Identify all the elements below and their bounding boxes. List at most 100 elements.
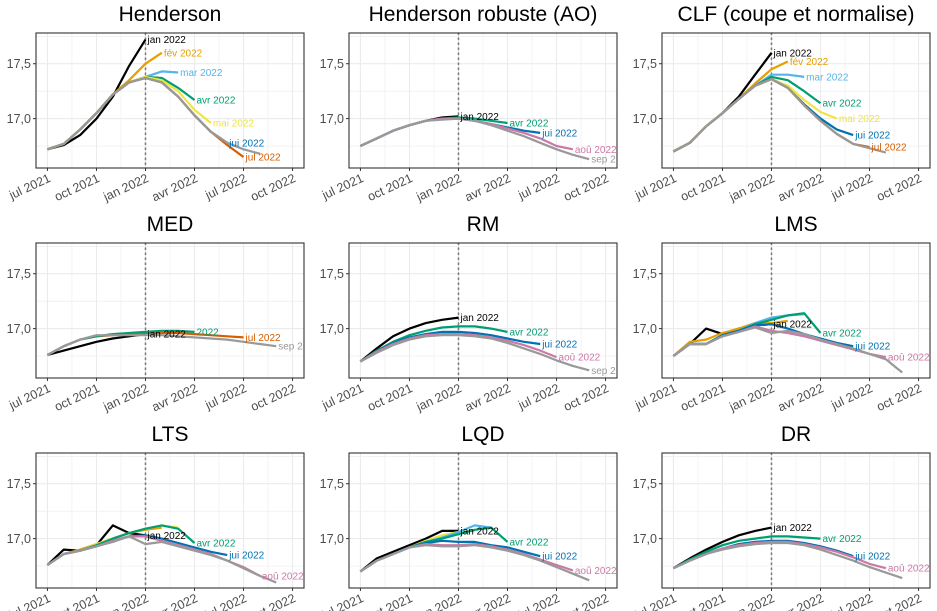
x-tick-label: jul 2021: [319, 591, 366, 611]
series-label: avr 2022: [197, 539, 236, 550]
x-tick-label: avr 2022: [463, 591, 513, 611]
series-label: avr 2022: [510, 327, 549, 338]
series-line-avr-2022: [672, 535, 821, 570]
x-tick-label: jul 2022: [202, 591, 249, 611]
series-label: jui 2022: [541, 552, 577, 563]
x-tick-label: jan 2022: [100, 381, 150, 414]
panel-title: Henderson: [119, 3, 222, 26]
panel-title: CLF (coupe et normalise): [678, 3, 915, 26]
x-tick-label: avr 2022: [150, 381, 200, 414]
x-tick-label: avr 2022: [776, 171, 826, 204]
series-label: jui 2022: [541, 339, 577, 350]
x-tick-label: oct 2022: [248, 171, 297, 204]
series-label: mar 2022: [806, 72, 849, 83]
x-tick-label: jul 2022: [202, 381, 249, 413]
series-label: avr 2022: [823, 534, 862, 545]
series-label: jul 2022: [245, 153, 281, 164]
x-tick-label: jul 2022: [828, 171, 875, 203]
x-tick-label: jan 2022: [726, 591, 776, 611]
x-tick-label: avr 2022: [776, 591, 826, 611]
y-tick-label: 17,0: [320, 532, 344, 546]
y-tick-label: 17,5: [7, 477, 31, 491]
x-tick-label: oct 2022: [874, 591, 923, 611]
series-label: jui 2022: [854, 131, 890, 142]
x-tick-label: jul 2021: [632, 381, 679, 413]
x-tick-label: jul 2021: [6, 381, 53, 413]
series-label: jan 2022: [146, 330, 186, 341]
y-tick-label: 17,5: [320, 477, 344, 491]
panel-title: Henderson robuste (AO): [369, 3, 598, 26]
y-tick-label: 17,5: [633, 57, 657, 71]
series-line-sep-2022: [359, 334, 590, 372]
series-line-grey: [672, 326, 903, 374]
series-label: jui 2022: [854, 552, 890, 563]
panel-border: [661, 452, 931, 589]
x-tick-label: oct 2021: [678, 591, 727, 611]
x-tick-label: oct 2021: [678, 381, 727, 414]
series-label: jan 2022: [146, 531, 186, 542]
panel-border: [348, 32, 618, 169]
series-label: jul 2022: [245, 333, 281, 344]
y-tick-label: 17,0: [7, 532, 31, 546]
x-tick-label: avr 2022: [150, 171, 200, 204]
panel-med: MED jan 2022 jul 2022 2022 sep 2 17,0 17,5 jul …: [6, 213, 305, 414]
series-label: avr 2022: [510, 537, 549, 548]
x-tick-label: oct 2022: [248, 591, 297, 611]
series-line-sep-2022: [359, 117, 590, 161]
x-tick-label: jul 2021: [319, 381, 366, 413]
x-tick-label: avr 2022: [150, 591, 200, 611]
x-tick-label: jul 2021: [632, 591, 679, 611]
series-label: fév 2022: [164, 48, 203, 59]
series-label: aoû 2022: [262, 571, 304, 582]
series-label: jan 2022: [459, 313, 499, 324]
y-tick-label: 17,5: [320, 267, 344, 281]
x-tick-label: jul 2021: [319, 171, 366, 203]
series-line-jan-2022: [359, 529, 459, 573]
y-tick-label: 17,5: [7, 57, 31, 71]
y-tick-label: 17,0: [7, 322, 31, 336]
x-tick-label: jan 2022: [413, 171, 463, 204]
series-line-grey: [46, 535, 277, 584]
series-label: jul 2022: [871, 143, 907, 154]
x-tick-label: jan 2022: [413, 381, 463, 414]
x-tick-label: jul 2022: [515, 171, 562, 203]
x-tick-label: jul 2021: [6, 171, 53, 203]
series-label: mai 2022: [839, 114, 881, 125]
series-line-grey: [672, 78, 887, 154]
series-label: jui 2022: [228, 138, 264, 149]
panel-title: LTS: [152, 423, 189, 446]
x-tick-label: oct 2021: [678, 171, 727, 204]
y-tick-label: 17,0: [633, 112, 657, 126]
series-label: jui 2022: [541, 128, 577, 139]
series-label: avr 2022: [197, 95, 236, 106]
x-tick-label: oct 2022: [561, 381, 610, 414]
panel-title: MED: [147, 213, 194, 236]
series-label: jan 2022: [459, 112, 499, 123]
x-tick-label: oct 2022: [561, 591, 610, 611]
panel-border: [35, 452, 305, 589]
panel-border: [348, 242, 618, 379]
y-tick-label: 17,5: [633, 267, 657, 281]
series-label: aoû 2022: [575, 566, 617, 577]
series-label: sep 2: [591, 155, 616, 166]
series-label: avr 2022: [510, 119, 549, 130]
panel-border: [661, 32, 931, 169]
x-tick-label: oct 2021: [365, 171, 414, 204]
x-tick-label: jul 2022: [202, 171, 249, 203]
panel-henderson: Henderson jan 2022 fév 2022 mar 2022 avr 202…: [6, 3, 305, 204]
y-tick-label: 17,5: [633, 477, 657, 491]
x-tick-label: jul 2022: [828, 591, 875, 611]
series-label: avr 2022: [823, 99, 862, 110]
x-tick-label: oct 2021: [52, 591, 101, 611]
x-tick-label: jul 2022: [828, 381, 875, 413]
series-line-grey: [46, 334, 277, 356]
y-tick-label: 17,0: [320, 322, 344, 336]
series-label: jan 2022: [772, 320, 812, 331]
panel-border: [35, 32, 305, 169]
series-label: jan 2022: [772, 523, 812, 534]
x-tick-label: oct 2021: [365, 381, 414, 414]
